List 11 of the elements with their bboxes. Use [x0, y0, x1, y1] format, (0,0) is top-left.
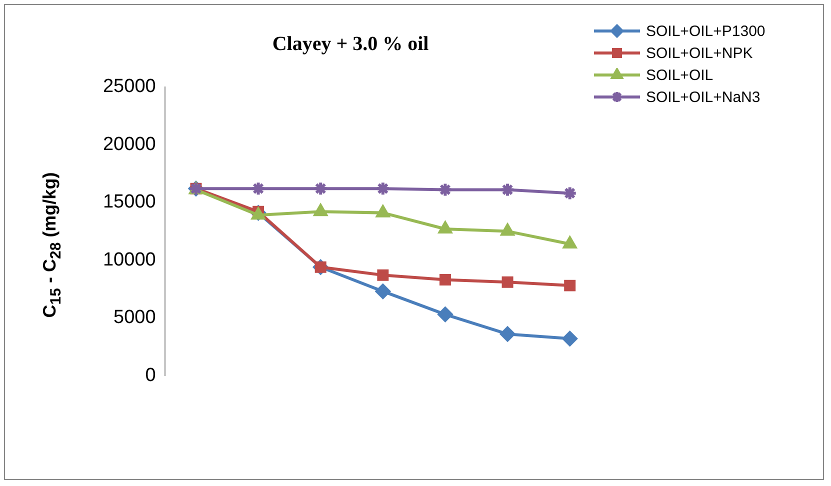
- legend-label: SOIL+OIL: [646, 66, 714, 84]
- y-tick-label: 5000: [114, 307, 156, 328]
- legend-label: SOIL+OIL+NPK: [646, 44, 753, 62]
- y-tick-label: 0: [145, 364, 156, 386]
- y-tick-label: 10000: [102, 249, 156, 270]
- y-tick-label: 25000: [102, 76, 156, 98]
- legend-label: SOIL+OIL+NaN3: [646, 88, 760, 106]
- y-tick-label: 20000: [102, 134, 156, 155]
- y-tick-label: 15000: [102, 192, 156, 213]
- chart-title: Clayey + 3.0 % oil: [272, 33, 430, 56]
- legend-label: SOIL+OIL+P1300: [646, 22, 766, 40]
